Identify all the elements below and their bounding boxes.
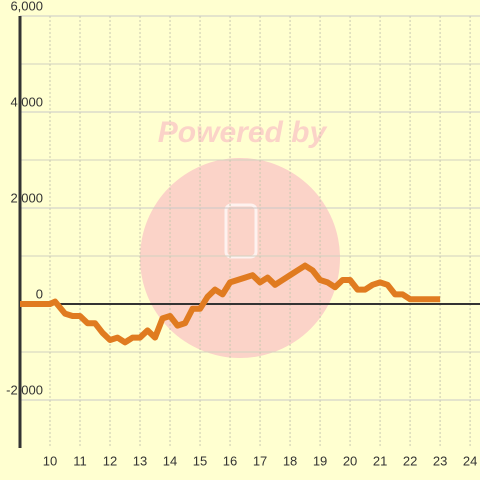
- y-tick-label: 0: [36, 286, 43, 301]
- watermark-text: Powered by: [158, 116, 328, 149]
- x-tick-label: 16: [223, 453, 237, 468]
- x-tick-label: 17: [253, 453, 267, 468]
- y-tick-label: 2,000: [10, 190, 43, 205]
- x-tick-label: 18: [283, 453, 297, 468]
- y-tick-label: -2,000: [6, 382, 43, 397]
- x-tick-label: 24: [463, 453, 477, 468]
- y-tick-label: 4,000: [10, 94, 43, 109]
- x-tick-label: 22: [403, 453, 417, 468]
- x-tick-label: 14: [163, 453, 177, 468]
- x-tick-label: 11: [73, 453, 87, 468]
- x-tick-label: 13: [133, 453, 147, 468]
- x-tick-label: 12: [103, 453, 117, 468]
- x-tick-label: 20: [343, 453, 357, 468]
- x-tick-label: 21: [373, 453, 387, 468]
- x-tick-label: 19: [313, 453, 327, 468]
- x-tick-label: 10: [43, 453, 57, 468]
- line-series: [20, 262, 441, 346]
- x-tick-label: 23: [433, 453, 447, 468]
- watermark-icon: [224, 203, 258, 259]
- y-tick-label: 6,000: [10, 0, 43, 13]
- x-tick-label: 15: [193, 453, 207, 468]
